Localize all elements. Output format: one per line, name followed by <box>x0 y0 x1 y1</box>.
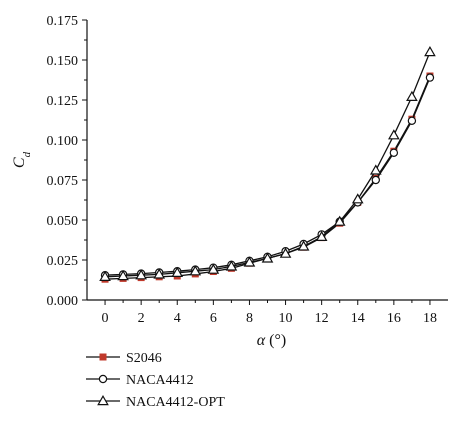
series-line <box>105 75 431 280</box>
data-point <box>424 45 436 57</box>
series-line <box>105 77 431 276</box>
data-point <box>333 215 346 226</box>
y-tick-label: 0.100 <box>47 134 79 149</box>
y-tick-label: 0.175 <box>47 14 79 29</box>
legend-label: S2046 <box>126 351 162 366</box>
x-tick-label: 18 <box>423 311 437 326</box>
data-point <box>389 148 399 157</box>
data-point <box>135 269 147 280</box>
x-tick-label: 14 <box>351 311 365 326</box>
legend-label: NACA4412 <box>126 373 194 388</box>
data-point <box>189 265 202 276</box>
data-point <box>117 269 129 281</box>
y-axis-title-main: C <box>11 157 28 168</box>
data-point <box>207 263 220 274</box>
y-axis-title: Cd <box>11 151 33 168</box>
legend-marker <box>97 394 109 406</box>
y-tick-label: 0.050 <box>47 214 79 229</box>
legend-label: NACA4412-OPT <box>126 395 225 410</box>
data-point <box>371 175 380 185</box>
x-axis-title: α (°) <box>257 332 286 349</box>
x-tick-label: 6 <box>210 311 217 326</box>
legend-marker <box>99 353 107 361</box>
data-point <box>243 256 256 267</box>
y-tick-label: 0.075 <box>47 174 79 189</box>
data-point <box>99 270 111 281</box>
data-point <box>407 116 417 126</box>
data-point <box>261 252 274 263</box>
x-tick-label: 4 <box>174 311 181 326</box>
y-tick-label: 0.000 <box>47 294 79 309</box>
x-tick-label: 12 <box>315 311 329 326</box>
x-axis-title-unit: (°) <box>269 332 286 349</box>
axis-labels: Cd α (°) <box>11 151 286 349</box>
data-point <box>297 240 310 251</box>
data-point <box>153 268 166 279</box>
x-tick-label: 8 <box>246 311 253 326</box>
data-point <box>171 266 184 277</box>
legend-marker <box>98 374 108 384</box>
data-point <box>279 247 292 258</box>
y-axis-title-subscript: d <box>21 151 33 157</box>
x-tick-label: 16 <box>387 311 401 326</box>
x-axis-title-symbol: α <box>257 332 266 349</box>
y-tick-label: 0.125 <box>47 94 79 109</box>
y-tick-label: 0.150 <box>47 54 79 69</box>
legend: S2046 NACA4412 NACA4412-OPT <box>86 351 225 410</box>
x-tick-label: 10 <box>279 311 293 326</box>
data-point <box>225 260 238 271</box>
legend-item-naca4412-opt: NACA4412-OPT <box>86 394 225 410</box>
data-point <box>388 129 400 140</box>
data-point <box>315 230 328 241</box>
series-line <box>105 51 431 278</box>
x-tick-label: 2 <box>138 311 145 326</box>
legend-item-naca4412: NACA4412 <box>86 373 194 388</box>
x-tick-label: 0 <box>102 311 109 326</box>
data-point <box>369 164 382 175</box>
data-point <box>351 193 364 204</box>
legend-item-s2046: S2046 <box>86 351 162 366</box>
data-point <box>425 73 435 82</box>
axes: 0.000 0.025 0.050 0.075 0.100 0.125 0.150 0.175… <box>47 14 448 326</box>
series-naca4412 <box>100 73 435 280</box>
series-naca4412-opt <box>99 45 436 281</box>
data-point <box>406 90 418 102</box>
series-s2046 <box>101 72 434 283</box>
series-layer <box>99 45 436 283</box>
y-tick-label: 0.025 <box>47 254 79 269</box>
